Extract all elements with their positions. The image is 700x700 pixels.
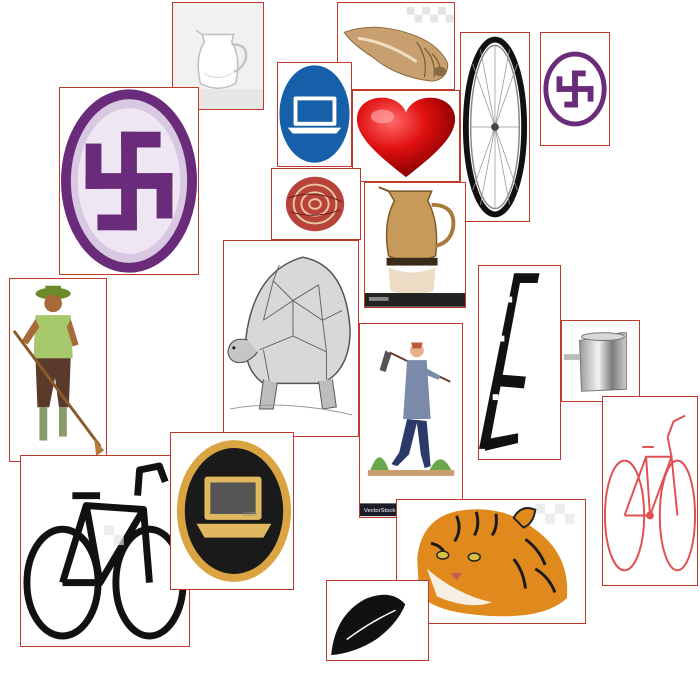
letter-e-image (478, 265, 561, 460)
man-with-hoe-icon: VectorStock (360, 324, 462, 517)
steel-mug-icon (562, 321, 639, 401)
seashell-image (337, 2, 455, 90)
walking-man-image: VectorStock (359, 323, 463, 518)
laptop-blue-image (277, 62, 352, 167)
hat-image (326, 580, 429, 661)
conch-shell-icon (338, 3, 454, 89)
metal-mug-image (561, 320, 640, 402)
yarn-ball-image (271, 168, 361, 240)
red-bicycle-image (602, 396, 698, 586)
black-bicycle-image (20, 455, 190, 647)
swastika-icon (541, 33, 609, 145)
tortoise-image (223, 240, 359, 437)
heart-image (352, 90, 460, 182)
heart-icon (353, 91, 459, 181)
watermark-text: .com (242, 511, 257, 518)
tiger-icon (397, 500, 585, 623)
letter-e-icon (479, 267, 560, 458)
wheel-image (460, 32, 530, 222)
bicycle-icon (603, 397, 697, 585)
laptop-icon: .com (171, 433, 293, 589)
swastika-icon (60, 88, 198, 274)
bicycle-wheel-icon (461, 34, 529, 220)
swastika-small-image (540, 32, 610, 146)
laptop-gold-image: .com (170, 432, 294, 590)
farmer-image (9, 278, 107, 462)
swastika-large-image (59, 87, 199, 275)
amber-pitcher-image (364, 182, 466, 308)
farmer-with-hoe-icon (10, 279, 106, 461)
vectorstock-watermark: VectorStock (364, 508, 395, 514)
hat-icon (327, 581, 428, 660)
tortoise-icon (224, 241, 358, 436)
laptop-icon (278, 63, 351, 166)
bicycle-icon (21, 456, 189, 646)
pitcher-icon (365, 183, 465, 307)
wool-ball-icon (272, 169, 360, 239)
